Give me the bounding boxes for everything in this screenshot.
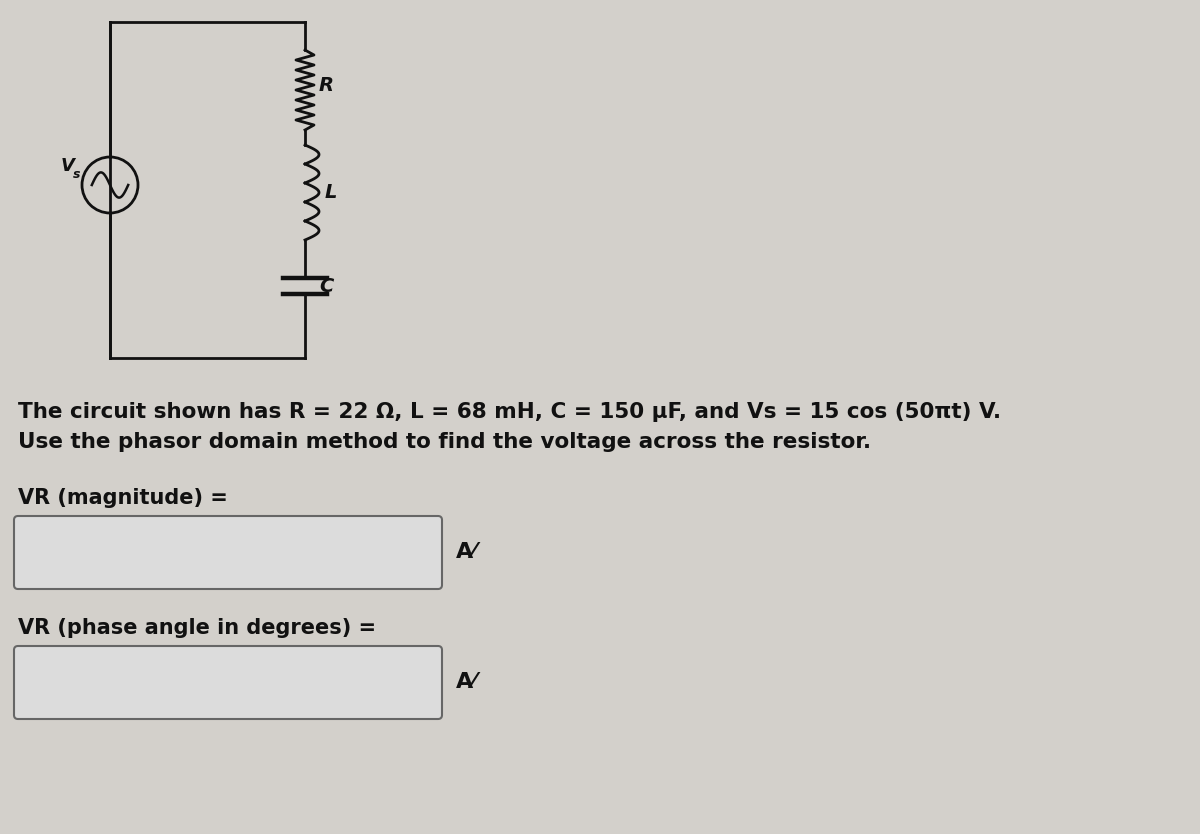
Text: s: s	[72, 168, 80, 181]
Text: C: C	[319, 277, 334, 295]
Text: R: R	[319, 76, 334, 94]
Text: VR (magnitude) =: VR (magnitude) =	[18, 488, 228, 508]
FancyBboxPatch shape	[14, 516, 442, 589]
Text: The circuit shown has R = 22 Ω, L = 68 mH, C = 150 μF, and Vs = 15 cos (50πt) V.: The circuit shown has R = 22 Ω, L = 68 m…	[18, 402, 1001, 422]
Text: VR (phase angle in degrees) =: VR (phase angle in degrees) =	[18, 618, 376, 638]
Text: A⁄: A⁄	[456, 542, 478, 562]
FancyBboxPatch shape	[14, 646, 442, 719]
Text: V: V	[60, 157, 74, 175]
Text: Use the phasor domain method to find the voltage across the resistor.: Use the phasor domain method to find the…	[18, 432, 871, 452]
Text: L: L	[325, 183, 337, 202]
Text: A⁄: A⁄	[456, 672, 478, 692]
